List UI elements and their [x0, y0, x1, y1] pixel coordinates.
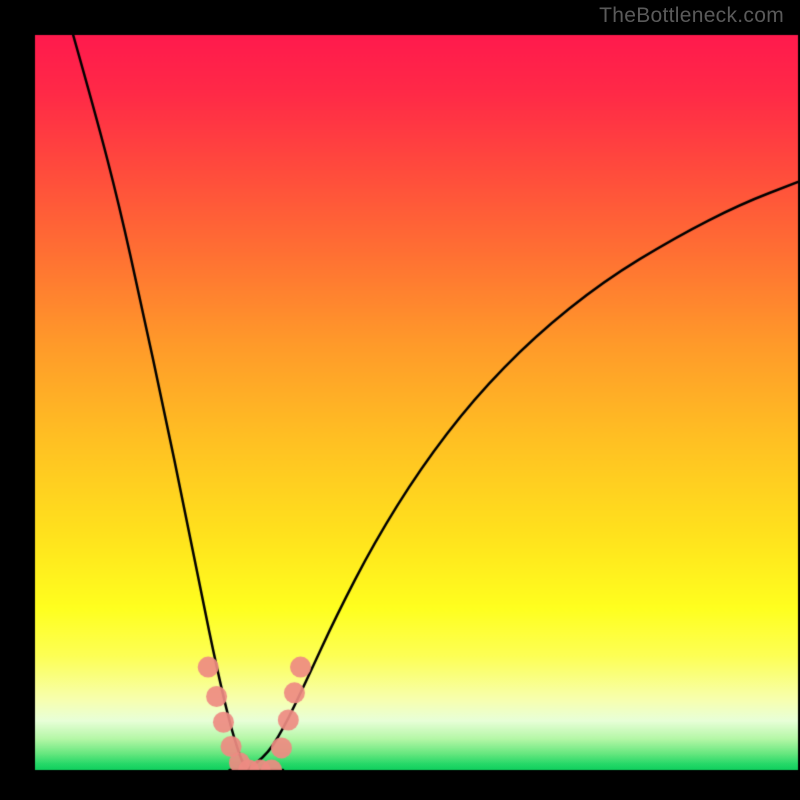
- bottleneck-v-chart: [0, 0, 800, 800]
- watermark-label: TheBottleneck.com: [599, 4, 784, 28]
- chart-root: TheBottleneck.com: [0, 0, 800, 800]
